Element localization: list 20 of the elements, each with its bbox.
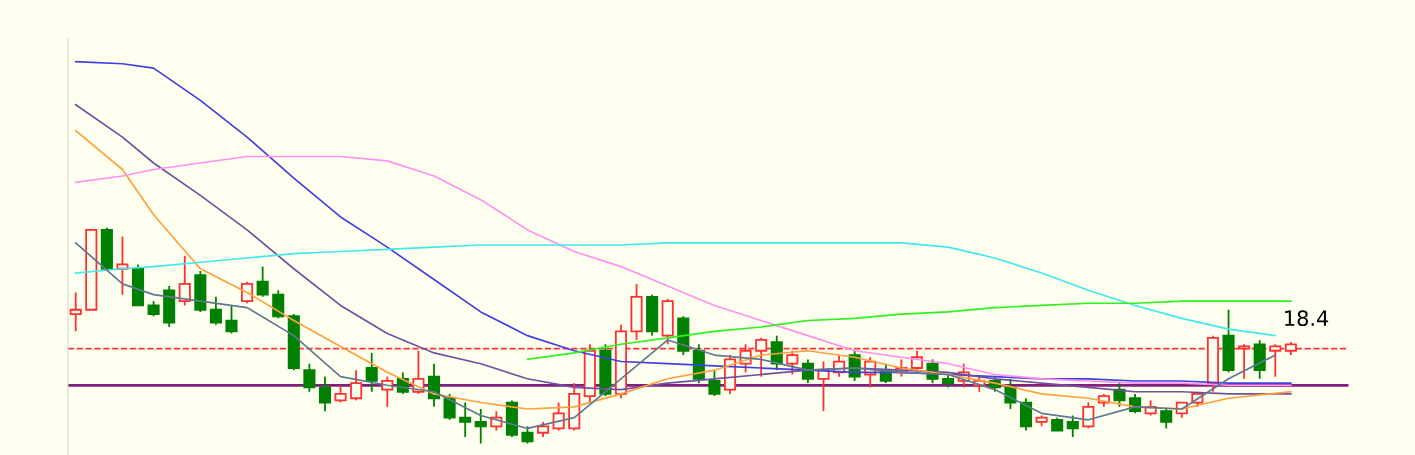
candlestick [69, 291, 82, 333]
candlestick [708, 369, 721, 397]
candlestick [256, 265, 269, 298]
candlestick [1066, 414, 1079, 438]
candlestick [225, 304, 238, 335]
candlestick [178, 254, 191, 307]
candlestick [552, 401, 565, 432]
candlestick [350, 369, 363, 402]
candlestick [459, 401, 472, 438]
annotation: 18.4 [1285, 310, 1329, 327]
candlestick [272, 289, 285, 320]
candlestick [1082, 401, 1095, 430]
candlestick [303, 362, 316, 393]
candlestick [318, 375, 332, 413]
candlestick [474, 408, 487, 445]
candlestick [209, 295, 222, 326]
candlestick [1019, 397, 1033, 432]
candlestick [365, 352, 378, 393]
candlestick [443, 393, 456, 421]
candlestick [1160, 408, 1173, 430]
